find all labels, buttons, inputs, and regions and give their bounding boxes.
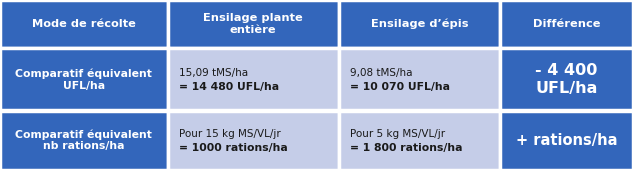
Text: Comparatif équivalent
UFL/ha: Comparatif équivalent UFL/ha xyxy=(15,68,153,90)
Text: = 14 480 UFL/ha: = 14 480 UFL/ha xyxy=(179,82,279,92)
Text: Différence: Différence xyxy=(533,19,600,29)
Text: 9,08 tMS/ha: 9,08 tMS/ha xyxy=(350,68,413,78)
Bar xyxy=(500,110,633,170)
Text: = 10 070 UFL/ha: = 10 070 UFL/ha xyxy=(350,82,450,92)
Text: Ensilage d’épis: Ensilage d’épis xyxy=(370,19,468,29)
Text: 15,09 tMS/ha: 15,09 tMS/ha xyxy=(179,68,248,78)
Text: Ensilage plante
entière: Ensilage plante entière xyxy=(203,13,303,35)
Text: - 4 400
UFL/ha: - 4 400 UFL/ha xyxy=(536,63,598,96)
Bar xyxy=(168,48,339,110)
Bar xyxy=(0,110,168,170)
Bar xyxy=(168,0,339,48)
Bar xyxy=(0,48,168,110)
Bar xyxy=(339,48,500,110)
Bar xyxy=(500,0,633,48)
Text: = 1000 rations/ha: = 1000 rations/ha xyxy=(179,143,288,153)
Text: Pour 5 kg MS/VL/jr: Pour 5 kg MS/VL/jr xyxy=(350,129,445,139)
Text: = 1 800 rations/ha: = 1 800 rations/ha xyxy=(350,143,463,153)
Text: Pour 15 kg MS/VL/jr: Pour 15 kg MS/VL/jr xyxy=(179,129,281,139)
Text: Comparatif équivalent
nb rations/ha: Comparatif équivalent nb rations/ha xyxy=(15,129,153,151)
Bar xyxy=(339,0,500,48)
Bar xyxy=(500,48,633,110)
Text: Mode de récolte: Mode de récolte xyxy=(32,19,136,29)
Bar xyxy=(168,110,339,170)
Bar xyxy=(0,0,168,48)
Bar xyxy=(339,110,500,170)
Text: + rations/ha: + rations/ha xyxy=(516,133,617,148)
